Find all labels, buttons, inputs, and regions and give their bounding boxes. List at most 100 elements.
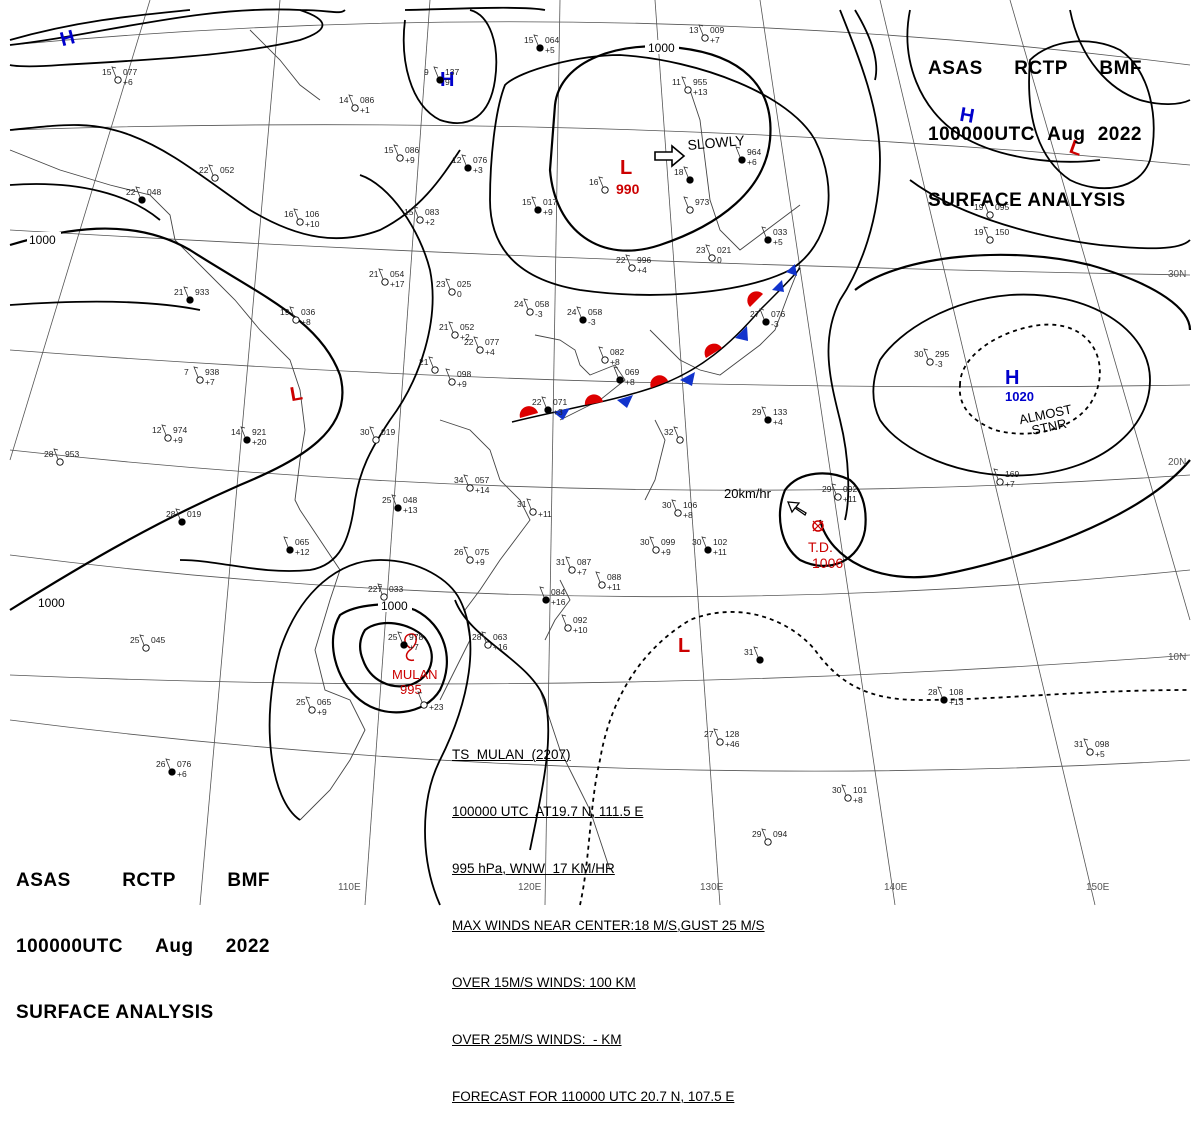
station-circle-icon xyxy=(292,316,300,324)
station-plot: 065+12 xyxy=(283,536,310,557)
wind-barb-icon xyxy=(445,278,451,290)
station-plot: 18 xyxy=(674,166,694,184)
station-temperature: 14 xyxy=(231,427,241,437)
station-plot: 19 036+8 xyxy=(280,306,315,327)
station-plot: 21 052+2 xyxy=(439,321,474,342)
wind-barb-icon xyxy=(369,426,375,438)
station-plot: 25 065+9 xyxy=(296,696,331,717)
station-plot: 13 009+7 xyxy=(689,24,724,45)
isobars xyxy=(8,45,1192,714)
wind-barb-icon xyxy=(831,483,837,495)
station-tendency: +3 xyxy=(553,407,563,417)
station-tendency: +17 xyxy=(390,279,405,289)
storm-info-line: 100000 UTC AT19.7 N, 111.5 E xyxy=(452,804,644,819)
station-plot: 16 106+10 xyxy=(284,208,320,229)
station-plot: 082+8 xyxy=(598,346,624,367)
wind-barb-icon xyxy=(613,366,619,378)
wind-barb-icon xyxy=(161,424,167,436)
station-pressure: 953 xyxy=(65,449,79,459)
station-circle-icon xyxy=(738,156,746,164)
station-circle-icon xyxy=(686,206,694,214)
station-pressure: 033 xyxy=(773,227,787,237)
station-circle-icon xyxy=(464,164,472,172)
station-temperature: 22 xyxy=(126,187,136,197)
station-circle-icon xyxy=(579,316,587,324)
station-pressure: 086 xyxy=(360,95,374,105)
header-year: 2022 xyxy=(1097,124,1142,145)
station-circle-icon xyxy=(308,706,316,714)
station-plot: 7 938+7 xyxy=(184,366,219,387)
station-pressure: 065 xyxy=(317,697,331,707)
wind-barb-icon xyxy=(841,784,847,796)
station-plot: 30 019 xyxy=(360,426,395,444)
station-tendency: +6 xyxy=(123,77,133,87)
wind-barb-icon xyxy=(165,758,171,770)
wind-barb-icon xyxy=(193,366,199,378)
isobars-dashed xyxy=(579,323,1191,906)
station-circle-icon xyxy=(598,581,606,589)
lat-label: 10N xyxy=(1168,652,1186,663)
wind-barb-icon xyxy=(448,321,454,333)
station-temperature: 15 xyxy=(384,145,394,155)
station-circle-icon xyxy=(536,44,544,52)
station-temperature: 23 xyxy=(696,245,706,255)
station-temperature: 21 xyxy=(439,322,449,332)
td-speed-label: 20km/hr xyxy=(724,486,772,501)
station-circle-icon xyxy=(380,593,388,601)
station-circle-icon xyxy=(186,296,194,304)
station-circle-icon xyxy=(764,838,772,846)
station-tendency: +10 xyxy=(305,219,320,229)
station-pressure: 083 xyxy=(425,207,439,217)
td-symbol-icon xyxy=(812,520,824,532)
station-tendency: +11 xyxy=(607,582,621,592)
station-tendency: +11 xyxy=(713,547,727,557)
station-pressure: 048 xyxy=(147,187,161,197)
wind-barb-icon xyxy=(533,34,539,46)
wind-barb-icon xyxy=(673,426,679,438)
station-tendency: 0 xyxy=(717,255,722,265)
station-circle-icon xyxy=(396,154,404,162)
wind-barb-icon xyxy=(761,226,767,238)
station-tendency: -3 xyxy=(588,317,596,327)
station-plot: 19 150 xyxy=(974,226,1009,244)
station-tendency: +1 xyxy=(360,105,370,115)
wind-barb-icon xyxy=(53,448,59,460)
station-circle-icon xyxy=(448,378,456,386)
wind-barb-icon xyxy=(397,631,403,643)
wind-barb-icon xyxy=(526,498,532,510)
station-circle-icon xyxy=(420,701,428,709)
storm-info-line: OVER 15M/S WINDS: 100 KM xyxy=(452,975,636,990)
station-pressure: 057 xyxy=(475,475,489,485)
station-plot: 15 064+5 xyxy=(524,34,559,55)
wind-barb-icon xyxy=(413,206,419,218)
lon-label: 110E xyxy=(338,882,361,893)
station-circle-icon xyxy=(652,546,660,554)
station-circle-icon xyxy=(628,264,636,272)
station-circle-icon xyxy=(764,236,772,244)
station-temperature: 28 xyxy=(44,449,54,459)
station-plot: 22 996+4 xyxy=(616,254,651,275)
station-circle-icon xyxy=(448,288,456,296)
station-circle-icon xyxy=(451,331,459,339)
station-temperature: 21 xyxy=(369,269,379,279)
wind-barb-icon xyxy=(993,468,999,480)
station-plot: 22 052 xyxy=(199,164,234,182)
header-center: RCTP xyxy=(1014,58,1068,79)
lon-label: 150E xyxy=(1086,882,1110,893)
wind-barb-icon xyxy=(683,166,689,178)
station-circle-icon xyxy=(601,186,609,194)
station-plot: 15 077+6 xyxy=(102,66,137,87)
wind-barb-icon xyxy=(983,201,989,213)
station-plot: 31 098+5 xyxy=(1074,738,1109,759)
station-plot: 30 102+11 xyxy=(692,536,727,557)
low-pressure-value: 990 xyxy=(616,181,640,197)
station-circle-icon xyxy=(844,794,852,802)
storm-info-box: TS MULAN (2207) 100000 UTC AT19.7 N, 111… xyxy=(452,707,765,1125)
station-plot: 21 xyxy=(419,356,439,374)
station-circle-icon xyxy=(526,308,534,316)
station-circle-icon xyxy=(701,34,709,42)
wind-barb-icon xyxy=(761,828,767,840)
station-tendency: +16 xyxy=(493,642,508,652)
wind-barb-icon xyxy=(649,536,655,548)
